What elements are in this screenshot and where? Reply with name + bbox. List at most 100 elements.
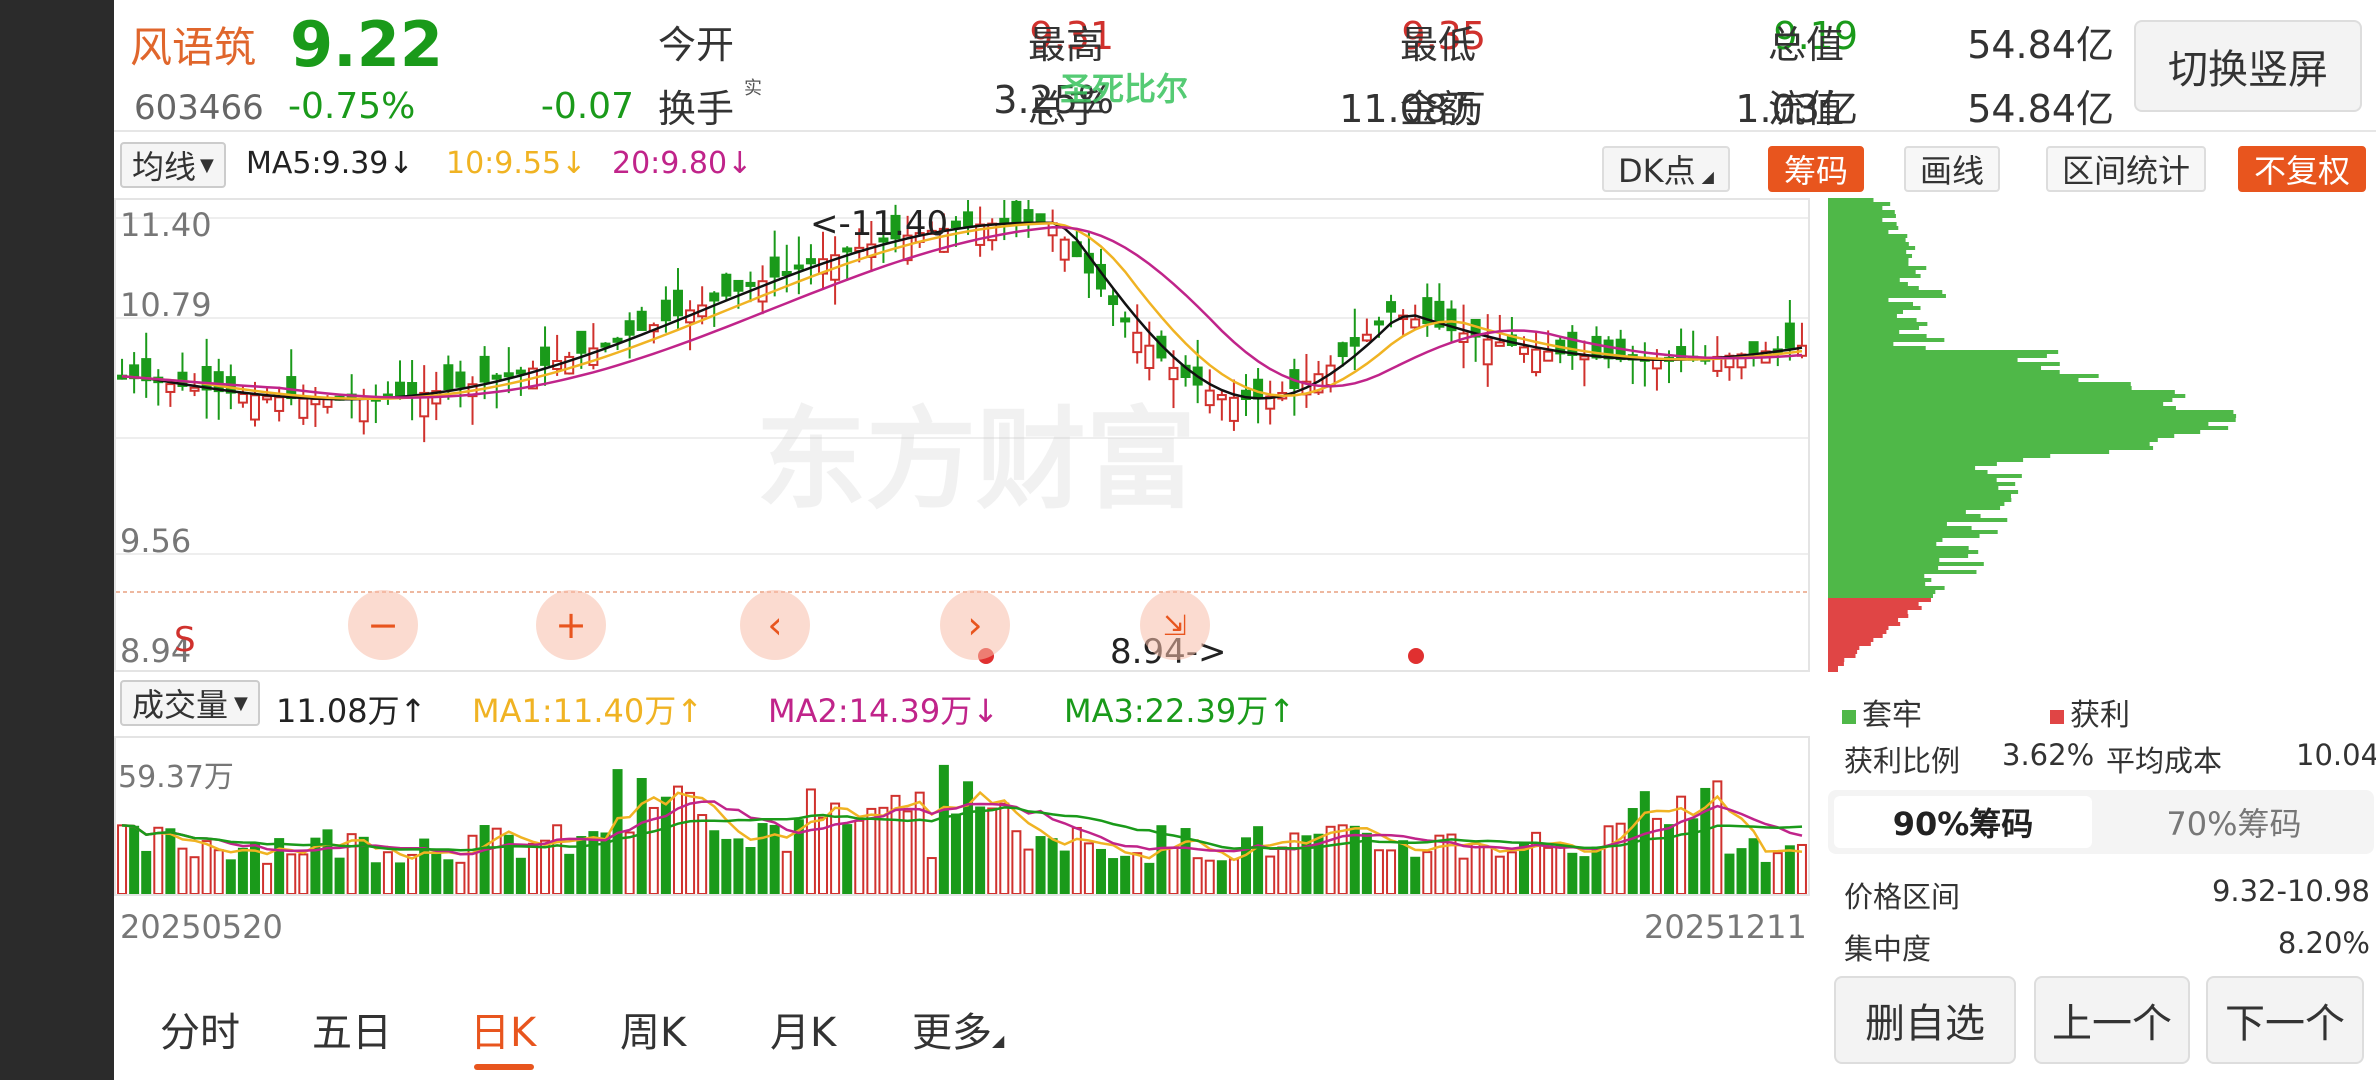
volume-bar (201, 840, 212, 894)
candle-body (938, 227, 949, 253)
volume-bar (1676, 795, 1687, 894)
draw-line-button[interactable]: 画线 (1904, 146, 2001, 192)
volume-bar (1651, 817, 1662, 894)
vol-ma3-line (121, 806, 1803, 852)
volume-bar (1325, 825, 1336, 894)
quote-value-turnover: 3.25% (993, 78, 1114, 122)
quote-value-low: 9.19 (1773, 14, 1858, 58)
volume-bar (1204, 859, 1215, 894)
candle-body (249, 394, 260, 421)
volume-bar (1567, 852, 1578, 894)
candle-body (1132, 331, 1143, 354)
volume-bar (636, 778, 647, 894)
volume-bar (1228, 858, 1239, 894)
candle-body (201, 365, 212, 391)
volume-bar (1035, 836, 1046, 894)
remove-watchlist-button[interactable]: 删自选 (1834, 976, 2016, 1064)
ma5-value: MA5:9.39↓ (246, 146, 414, 181)
candle-body (1784, 322, 1795, 349)
end-date: 20251211 (1644, 908, 1807, 946)
volume-toolbar: 成交量 ▼ 11.08万↑ MA1:11.40万↑ MA2:14.39万↓ MA… (114, 680, 1814, 730)
tab-intraday[interactable]: 分时 (160, 1010, 240, 1056)
tab-five-day[interactable]: 五日 (312, 1010, 392, 1056)
concentration-label: 集中度 (1844, 932, 1932, 966)
chip-bar (1828, 486, 1999, 490)
minus-zoom-button[interactable]: − (348, 590, 418, 660)
high-price-label: <-11.40 (810, 204, 949, 244)
corner-triangle-icon: ◢ (992, 1031, 1005, 1050)
candle-body (479, 355, 490, 383)
legend-trapped: 套牢 (1842, 690, 1922, 734)
volume-bar (1615, 822, 1626, 894)
switch-portrait-button[interactable]: 切换竖屏 (2134, 20, 2362, 112)
indicator-select[interactable]: 均线 ▼ (120, 142, 226, 188)
quote-label-float-value: 流值 (1768, 87, 1845, 131)
chip-bar (1828, 382, 2131, 386)
chip-bar (1828, 574, 1925, 578)
next-stock-button[interactable]: 下一个 (2206, 976, 2364, 1064)
chip-bar (1828, 326, 1920, 330)
volume-bar (733, 838, 744, 894)
chip-bar (1828, 390, 2175, 394)
volume-bar (1470, 842, 1481, 894)
chip-bar (1828, 250, 1907, 254)
turnover-superscript: 实 (744, 78, 762, 99)
volume-bar (129, 825, 140, 894)
overlay-text: 圣死比尔 (1060, 70, 1189, 108)
tab-more[interactable]: 更多◢ (912, 1010, 1005, 1056)
volume-bar (1434, 834, 1445, 894)
candle-body (781, 270, 792, 276)
quote-value-open: 9.31 (1029, 14, 1114, 58)
candle-body (395, 381, 406, 397)
collapse-button[interactable]: ⇲ (1140, 590, 1210, 660)
chip-bar (1828, 614, 1909, 618)
chip-bar (1828, 638, 1874, 642)
range-stats-button[interactable]: 区间统计 (2046, 146, 2207, 192)
scroll-right-button[interactable]: › (940, 590, 1010, 660)
volume-bar (745, 847, 756, 894)
scroll-left-button[interactable]: ‹ (740, 590, 810, 660)
volume-bar (1192, 857, 1203, 894)
dk-point-button[interactable]: DK点 ◢ (1602, 146, 1730, 192)
chip-bar (1828, 406, 2176, 410)
no-adjust-button[interactable]: 不复权 (2238, 146, 2367, 192)
ma20-line (121, 226, 1803, 399)
chips-distribution-chart (1828, 198, 2374, 674)
tab-daily-k[interactable]: 日K (470, 1010, 537, 1056)
chip-bar (1828, 558, 1940, 562)
price-tick-low: 8.94 (120, 632, 192, 670)
volume-bar (697, 814, 708, 894)
corner-triangle-icon: ◢ (1701, 166, 1714, 186)
toggle-90-percent[interactable]: 90%筹码 (1834, 796, 2092, 848)
chip-bar (1828, 402, 2164, 406)
quote-value-float-value: 54.84亿 (1967, 87, 2114, 131)
toggle-70-percent[interactable]: 70%筹码 (2166, 805, 2302, 843)
candle-body (636, 310, 647, 331)
kline-chart[interactable]: 东方财富 11.40 10.79 9.56 8.94 <-11.40 8.94-… (114, 198, 1810, 672)
tab-monthly-k[interactable]: 月K (770, 1010, 837, 1056)
chips-button[interactable]: 筹码 (1768, 146, 1865, 192)
previous-stock-button[interactable]: 上一个 (2034, 976, 2190, 1064)
volume-bar (153, 826, 164, 894)
chevron-left-icon: ‹ (767, 603, 783, 647)
quote-value-total-value: 54.84亿 (1967, 23, 2114, 67)
quote-value-high: 9.35 (1401, 14, 1486, 58)
candle-body (1349, 337, 1360, 347)
kline-svg (116, 200, 1808, 664)
volume-select[interactable]: 成交量 ▼ (120, 680, 260, 726)
plus-zoom-button[interactable]: + (536, 590, 606, 660)
stock-name: 风语筑 (130, 23, 257, 72)
chip-bar (1828, 594, 1934, 598)
tab-weekly-k[interactable]: 周K (620, 1010, 687, 1056)
volume-chart[interactable] (114, 736, 1810, 896)
volume-bar (1688, 818, 1699, 894)
ma20-value: 20:9.80↓ (612, 146, 753, 181)
candle-body (1567, 331, 1578, 356)
candle-body (1071, 241, 1082, 258)
chip-bar (1828, 358, 2018, 362)
trapped-swatch-icon (1842, 709, 1856, 724)
volume-bar (1579, 856, 1590, 894)
minus-icon: − (367, 603, 399, 647)
volume-bar (1095, 848, 1106, 894)
candle-body (455, 371, 466, 388)
